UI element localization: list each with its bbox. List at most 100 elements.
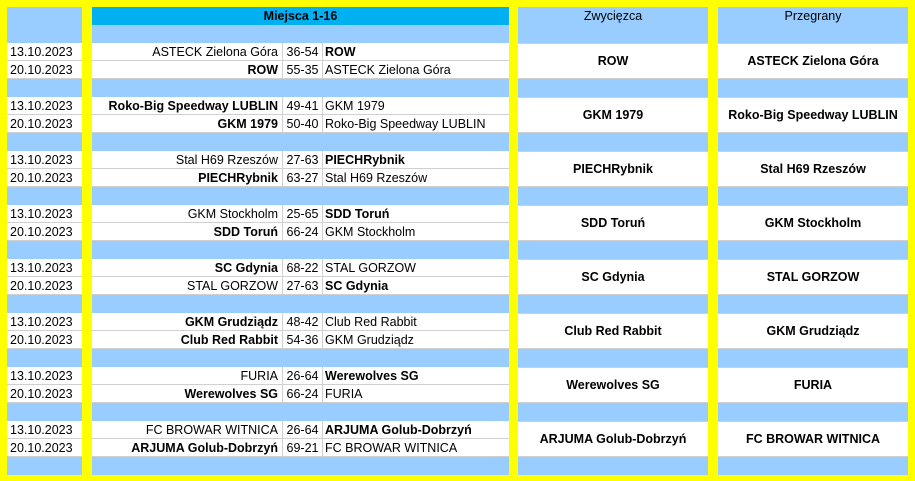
- band-row: [518, 25, 708, 43]
- loser-cell: STAL GORZOW: [718, 259, 908, 295]
- match-date: 20.10.2023: [10, 225, 73, 239]
- matches-header: Miejsca 1-16: [92, 7, 509, 25]
- date-row: 20.10.2023: [7, 223, 82, 241]
- loser-cell: FC BROWAR WITNICA: [718, 421, 908, 457]
- away-team: Roko-Big Speedway LUBLIN: [325, 117, 486, 131]
- home-team: SDD Toruń: [92, 223, 283, 241]
- winner-header: Zwycięzca: [518, 7, 708, 25]
- date-row: 20.10.2023: [7, 115, 82, 133]
- band-row: [718, 295, 908, 313]
- match-date: 20.10.2023: [10, 387, 73, 401]
- away-team: GKM Grudziądz: [325, 333, 414, 347]
- date-row: 20.10.2023: [7, 277, 82, 295]
- home-team: SC Gdynia: [92, 259, 283, 277]
- match-date: 13.10.2023: [10, 45, 73, 59]
- date-row: 20.10.2023: [7, 439, 82, 457]
- match-row: GKM 1979 50-40 Roko-Big Speedway LUBLIN: [92, 115, 509, 133]
- winner-cell: GKM 1979: [518, 97, 708, 133]
- band-row: [518, 241, 708, 259]
- match-score: 49-41: [283, 97, 323, 115]
- band-row: [7, 349, 82, 367]
- match-row: SC Gdynia 68-22 STAL GORZOW: [92, 259, 509, 277]
- loser-cell: FURIA: [718, 367, 908, 403]
- home-team: ROW: [92, 61, 283, 79]
- match-score: 66-24: [283, 385, 323, 403]
- band-row: [718, 241, 908, 259]
- match-score: 36-54: [283, 43, 323, 61]
- match-row: SDD Toruń 66-24 GKM Stockholm: [92, 223, 509, 241]
- winner-cell: PIECHRybnik: [518, 151, 708, 187]
- winner-cell: Club Red Rabbit: [518, 313, 708, 349]
- match-score: 66-24: [283, 223, 323, 241]
- home-team: Stal H69 Rzeszów: [92, 151, 283, 169]
- loser-cell: Roko-Big Speedway LUBLIN: [718, 97, 908, 133]
- loser-cell: GKM Grudziądz: [718, 313, 908, 349]
- away-team: GKM 1979: [325, 99, 385, 113]
- match-date: 13.10.2023: [10, 315, 73, 329]
- band-row: [718, 133, 908, 151]
- band-row: [718, 25, 908, 43]
- band-row: [518, 457, 708, 475]
- band-row: [718, 79, 908, 97]
- match-score: 25-65: [283, 205, 323, 223]
- loser-cell: ASTECK Zielona Góra: [718, 43, 908, 79]
- away-team: Stal H69 Rzeszów: [325, 171, 428, 185]
- match-date: 20.10.2023: [10, 171, 73, 185]
- match-date: 13.10.2023: [10, 99, 73, 113]
- away-team: PIECHRybnik: [325, 153, 405, 167]
- match-date: 13.10.2023: [10, 153, 73, 167]
- away-team: FC BROWAR WITNICA: [325, 441, 458, 455]
- away-team: Club Red Rabbit: [325, 315, 417, 329]
- date-row: 13.10.2023: [7, 367, 82, 385]
- home-team: ASTECK Zielona Góra: [92, 43, 283, 61]
- date-row: 13.10.2023: [7, 259, 82, 277]
- match-row: ASTECK Zielona Góra 36-54 ROW: [92, 43, 509, 61]
- band-row: [92, 349, 509, 367]
- band-row: [518, 295, 708, 313]
- away-team: ARJUMA Golub-Dobrzyń: [325, 423, 472, 437]
- matches-column: Miejsca 1-16 ASTECK Zielona Góra 36-54 ROW…: [92, 7, 509, 475]
- match-score: 27-63: [283, 151, 323, 169]
- match-date: 13.10.2023: [10, 261, 73, 275]
- away-team: Werewolves SG: [325, 369, 419, 383]
- band-row: [92, 295, 509, 313]
- home-team: STAL GORZOW: [92, 277, 283, 295]
- winner-cell: ARJUMA Golub-Dobrzyń: [518, 421, 708, 457]
- band-row: [518, 79, 708, 97]
- match-row: GKM Stockholm 25-65 SDD Toruń: [92, 205, 509, 223]
- band-row: [92, 79, 509, 97]
- match-row: FC BROWAR WITNICA 26-64 ARJUMA Golub-Dobrz…: [92, 421, 509, 439]
- match-row: PIECHRybnik 63-27 Stal H69 Rzeszów: [92, 169, 509, 187]
- band-row: [718, 187, 908, 205]
- home-team: Club Red Rabbit: [92, 331, 283, 349]
- band-row: [7, 295, 82, 313]
- home-team: FC BROWAR WITNICA: [92, 421, 283, 439]
- date-row: 13.10.2023: [7, 421, 82, 439]
- match-row: Club Red Rabbit 54-36 GKM Grudziądz: [92, 331, 509, 349]
- home-team: Werewolves SG: [92, 385, 283, 403]
- winner-cell: Werewolves SG: [518, 367, 708, 403]
- away-team: ROW: [325, 45, 356, 59]
- home-team: ARJUMA Golub-Dobrzyń: [92, 439, 283, 457]
- home-team: Roko-Big Speedway LUBLIN: [92, 97, 283, 115]
- match-date: 20.10.2023: [10, 63, 73, 77]
- home-team: FURIA: [92, 367, 283, 385]
- match-date: 20.10.2023: [10, 441, 73, 455]
- winner-cell: SC Gdynia: [518, 259, 708, 295]
- band-row: [518, 349, 708, 367]
- match-score: 55-35: [283, 61, 323, 79]
- match-date: 20.10.2023: [10, 279, 73, 293]
- band-row: [7, 79, 82, 97]
- away-team: SC Gdynia: [325, 279, 389, 293]
- date-row: 20.10.2023: [7, 331, 82, 349]
- date-row: 20.10.2023: [7, 385, 82, 403]
- band-row: [518, 133, 708, 151]
- date-row: 13.10.2023: [7, 151, 82, 169]
- match-score: 69-21: [283, 439, 323, 457]
- match-date: 13.10.2023: [10, 423, 73, 437]
- home-team: GKM Grudziądz: [92, 313, 283, 331]
- match-score: 26-64: [283, 367, 323, 385]
- match-score: 26-64: [283, 421, 323, 439]
- date-row: 13.10.2023: [7, 205, 82, 223]
- loser-header: Przegrany: [718, 7, 908, 25]
